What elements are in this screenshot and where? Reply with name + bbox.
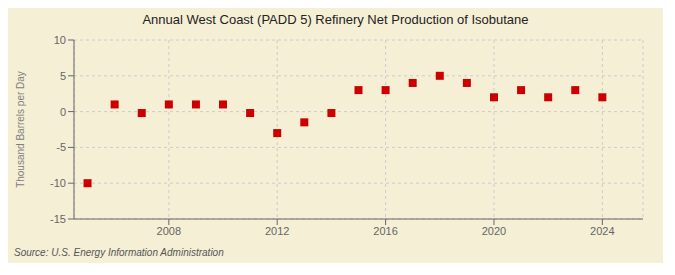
html-text:Source: U.S. Energy Informatio: Source: U.S. Energy Information Administ… (14, 247, 224, 258)
svg-text:0: 0 (60, 106, 66, 118)
svg-text:-15: -15 (50, 213, 66, 225)
svg-text:5: 5 (60, 70, 66, 82)
svg-text:2024: 2024 (590, 225, 614, 237)
svg-text:2008: 2008 (157, 225, 181, 237)
svg-text:10: 10 (54, 34, 66, 46)
svg-text:2016: 2016 (373, 225, 397, 237)
svg-text:-10: -10 (50, 177, 66, 189)
html-text:Annual West Coast (PADD 5) Ref: Annual West Coast (PADD 5) Refinery Net … (142, 12, 529, 27)
svg-text:Thousand Barrels per Day: Thousand Barrels per Day (15, 71, 26, 188)
svg-text:-5: -5 (56, 141, 66, 153)
svg-text:2012: 2012 (265, 225, 289, 237)
svg-text:2020: 2020 (482, 225, 506, 237)
